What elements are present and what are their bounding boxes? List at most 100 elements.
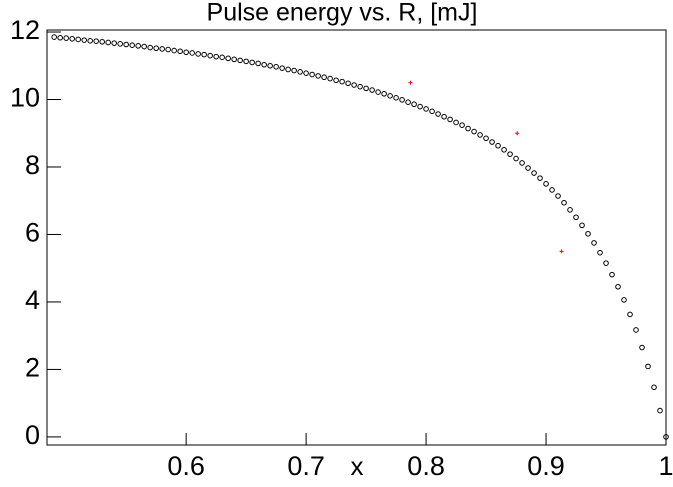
- point: [627, 311, 633, 318]
- point: [459, 122, 465, 128]
- x-tick-label: 0.6: [167, 451, 205, 481]
- point: [153, 45, 159, 52]
- point: [201, 51, 207, 58]
- point: [408, 80, 413, 85]
- point: [375, 89, 381, 95]
- point: [105, 39, 111, 46]
- point: [597, 249, 603, 256]
- point: [81, 37, 87, 43]
- point: [531, 170, 537, 176]
- point: [123, 41, 129, 48]
- point: [483, 135, 489, 142]
- point: [639, 344, 645, 351]
- point: [489, 139, 495, 145]
- point: [291, 67, 297, 74]
- point: [591, 240, 597, 246]
- point: [93, 38, 99, 44]
- point: [177, 48, 183, 55]
- point: [573, 214, 579, 221]
- point: [465, 125, 471, 132]
- point: [501, 146, 507, 153]
- point: [111, 40, 117, 46]
- x-tick-label: 0.8: [407, 451, 445, 481]
- point: [567, 207, 573, 213]
- point: [75, 36, 81, 43]
- point: [267, 62, 273, 69]
- point: [633, 327, 639, 333]
- point: [273, 63, 279, 70]
- y-tick-label: 8: [25, 150, 40, 180]
- plot-frame: [46, 29, 667, 446]
- point: [171, 47, 177, 54]
- point: [543, 181, 549, 187]
- point: [513, 155, 519, 162]
- x-tick-label: 0.9: [527, 451, 565, 481]
- point: [429, 108, 435, 115]
- point: [147, 44, 153, 51]
- point: [249, 59, 255, 66]
- point: [657, 407, 663, 414]
- point: [63, 35, 69, 41]
- point: [345, 80, 351, 87]
- x-tick-label: 0.7: [287, 451, 325, 481]
- point: [453, 119, 459, 126]
- point: [285, 66, 291, 73]
- point: [297, 69, 303, 75]
- point: [405, 99, 411, 106]
- point: [561, 199, 567, 206]
- point: [357, 83, 363, 90]
- point: [195, 51, 201, 57]
- point: [651, 384, 657, 391]
- point: [237, 57, 243, 64]
- point: [333, 77, 339, 84]
- point: [189, 50, 195, 56]
- y-tick-label: 12: [10, 15, 40, 45]
- point: [495, 142, 501, 149]
- point: [411, 101, 417, 108]
- point: [183, 49, 189, 56]
- point: [117, 41, 123, 47]
- point: [261, 61, 267, 68]
- point: [129, 42, 135, 48]
- point: [99, 39, 105, 45]
- point: [315, 73, 321, 79]
- point: [537, 175, 543, 181]
- point: [615, 283, 621, 290]
- point: [213, 53, 219, 60]
- point: [279, 65, 285, 71]
- point: [381, 90, 387, 97]
- point: [159, 46, 165, 52]
- point: [645, 363, 651, 370]
- point: [87, 37, 93, 44]
- point: [303, 70, 309, 76]
- point: [447, 116, 453, 123]
- point: [369, 87, 375, 93]
- point: [321, 74, 327, 81]
- point: [339, 78, 345, 85]
- point: [351, 82, 357, 88]
- y-tick-label: 0: [25, 420, 40, 450]
- point: [585, 230, 591, 237]
- point: [243, 58, 249, 65]
- point: [417, 103, 423, 110]
- point: [57, 34, 63, 41]
- point: [549, 187, 555, 193]
- point: [327, 75, 333, 82]
- point: [387, 92, 393, 99]
- point: [559, 249, 564, 254]
- point: [663, 434, 669, 440]
- point: [609, 271, 615, 278]
- y-tick-label: 10: [10, 83, 40, 113]
- point: [515, 131, 520, 136]
- point: [225, 55, 231, 62]
- point: [69, 35, 75, 42]
- point: [219, 54, 225, 61]
- y-tick-label: 4: [25, 285, 40, 315]
- point: [165, 46, 171, 53]
- point: [231, 56, 237, 63]
- point: [363, 85, 369, 92]
- y-tick-label: 6: [25, 218, 40, 248]
- point: [255, 60, 261, 67]
